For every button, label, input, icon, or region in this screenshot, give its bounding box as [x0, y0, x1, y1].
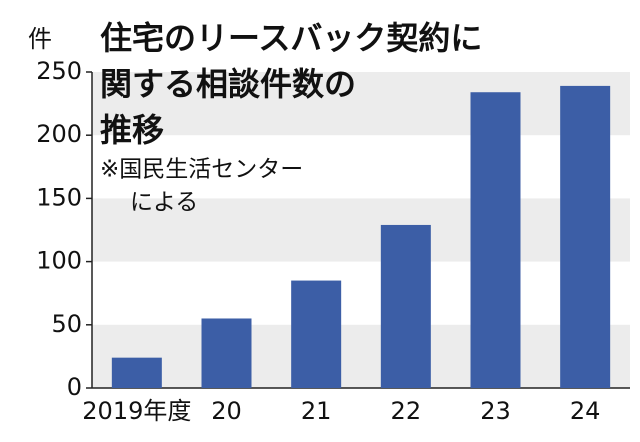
grid-band	[92, 72, 630, 136]
y-tick-label: 200	[36, 120, 82, 148]
chart-title: 住宅のリースバック契約に	[100, 19, 482, 57]
bar	[380, 224, 431, 388]
x-tick-label: 22	[391, 397, 422, 425]
note: ※国民生活センター	[100, 157, 303, 183]
bar	[111, 357, 162, 388]
y-axis-label: 件	[28, 25, 52, 53]
chart-title: 関する相談件数の	[100, 65, 356, 103]
chart-title: 推移	[100, 111, 164, 149]
y-tick-label: 150	[36, 183, 82, 211]
y-tick-label: 250	[36, 57, 82, 85]
y-tick-label: 0	[67, 373, 82, 401]
x-tick-label: 24	[570, 397, 601, 425]
grid-band	[92, 198, 630, 262]
x-tick-label: 20	[211, 397, 242, 425]
note: による	[130, 190, 198, 216]
bar	[560, 85, 611, 389]
bar	[201, 318, 252, 388]
bar	[470, 92, 521, 388]
bar	[291, 280, 342, 388]
y-tick-label: 100	[36, 247, 82, 275]
grid-band	[92, 324, 630, 388]
x-tick-label: 21	[301, 397, 332, 425]
x-tick-label: 23	[480, 397, 511, 425]
x-tick-label: 2019年度	[82, 397, 191, 425]
y-tick-label: 50	[51, 310, 82, 338]
